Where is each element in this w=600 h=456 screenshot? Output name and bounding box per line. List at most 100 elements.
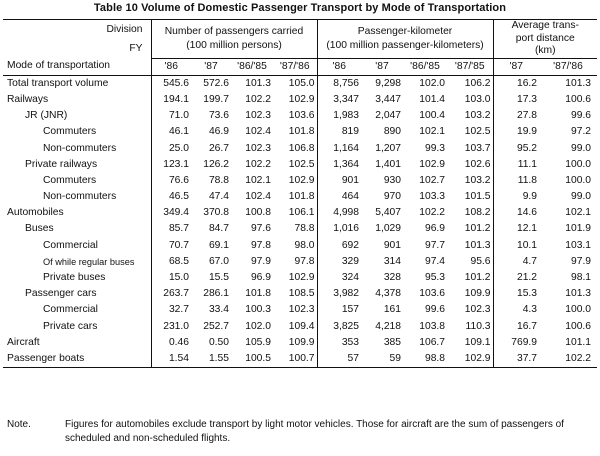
table-cell: 97.6 bbox=[250, 223, 271, 235]
col-header: '86 bbox=[151, 57, 191, 76]
table-cell: 101.1 bbox=[565, 336, 592, 348]
table-cell: 101.5 bbox=[447, 189, 494, 206]
table-cell: 3,825 bbox=[333, 320, 360, 332]
table-cell: 102.9 bbox=[273, 91, 318, 109]
table-row: JR (JNR) 71.0 73.6 102.3 103.6 1,983 2,047 100.… bbox=[3, 108, 597, 125]
table-cell: 1,207 bbox=[375, 142, 402, 154]
table-cell: 161 bbox=[383, 304, 402, 316]
table-cell: 1,401 bbox=[375, 158, 402, 170]
table-cell: 102.7 bbox=[419, 174, 446, 186]
table-row: Private buses 15.0 15.5 96.9 102.9 324 328 95.3… bbox=[3, 269, 597, 287]
col-header: '87 bbox=[191, 57, 231, 76]
table-cell: 96.9 bbox=[424, 223, 446, 235]
table-cell: 27.8 bbox=[516, 110, 538, 122]
table-cell: 99.0 bbox=[570, 191, 592, 203]
table-row: Automobiles 349.4 370.8 100.8 106.1 4,998 5,40… bbox=[3, 205, 597, 222]
table-cell: 102.1 bbox=[419, 126, 446, 138]
table-cell: 464 bbox=[341, 191, 360, 203]
table-cell: 692 bbox=[341, 239, 360, 251]
table-cell: 101.2 bbox=[447, 269, 494, 287]
table-cell: 99.6 bbox=[424, 304, 446, 316]
table-cell: 103.6 bbox=[419, 288, 446, 300]
col-header: '87/'85 bbox=[447, 57, 494, 76]
table-cell: 100.0 bbox=[565, 304, 592, 316]
table-row: Commuters 76.6 78.8 102.1 102.9 901 930 102.7 10… bbox=[3, 172, 597, 189]
table-cell: 329 bbox=[341, 255, 360, 267]
table-cell: 25.0 bbox=[168, 142, 189, 154]
table-cell: 101.4 bbox=[419, 93, 446, 105]
table-cell: 1,983 bbox=[333, 110, 360, 122]
table-row: Commuters 46.1 46.9 102.4 101.8 819 890 102.1 10… bbox=[3, 124, 597, 141]
row-label: Private cars bbox=[3, 318, 152, 335]
table-cell: 102.5 bbox=[273, 156, 318, 173]
group-passenger-km-header: Passenger-kilometer (100 million passeng… bbox=[317, 19, 494, 58]
table-cell: 901 bbox=[383, 239, 402, 251]
col-header: '87/'86 bbox=[539, 57, 598, 76]
table-cell: 0.50 bbox=[208, 336, 229, 348]
table-cell: 101.8 bbox=[245, 288, 271, 300]
table-cell: 16.2 bbox=[516, 77, 538, 89]
table-cell: 103.7 bbox=[447, 140, 494, 157]
table-row: Commercial 32.7 33.4 100.3 102.3 157 161 99.6 10… bbox=[3, 302, 597, 319]
table-cell: 95.6 bbox=[447, 253, 494, 270]
table-cell: 100.0 bbox=[565, 174, 592, 186]
table-cell: 100.5 bbox=[231, 350, 273, 369]
table-cell: 101.3 bbox=[447, 237, 494, 254]
table-cell: 21.2 bbox=[516, 272, 538, 284]
table-cell: 385 bbox=[383, 336, 402, 348]
table-cell: 4,998 bbox=[333, 207, 360, 219]
table-cell: 157 bbox=[341, 304, 360, 316]
table-cell: 33.4 bbox=[208, 304, 229, 316]
table-row: Total transport volume 545.6 572.6 101.3 105… bbox=[3, 75, 597, 92]
table-cell: 100.0 bbox=[565, 158, 592, 170]
table-cell: 1.54 bbox=[151, 350, 191, 369]
table-cell: 102.1 bbox=[245, 174, 271, 186]
table-cell: 26.7 bbox=[208, 142, 229, 154]
table-cell: 103.1 bbox=[565, 239, 592, 251]
division-label: Division bbox=[3, 19, 152, 40]
col-header: '86 bbox=[317, 57, 362, 76]
table-cell: 263.7 bbox=[163, 288, 189, 300]
table-body: Total transport volume 545.6 572.6 101.3 105… bbox=[3, 75, 598, 369]
col-header: '86/'85 bbox=[231, 57, 273, 76]
table-cell: 324 bbox=[341, 272, 360, 284]
table-cell: 78.8 bbox=[273, 221, 318, 238]
table-cell: 97.2 bbox=[570, 126, 592, 138]
col-header: '87 bbox=[493, 57, 540, 76]
table-cell: 353 bbox=[341, 336, 360, 348]
table-cell: 103.3 bbox=[419, 191, 446, 203]
table-cell: 930 bbox=[383, 174, 402, 186]
row-label: JR (JNR) bbox=[3, 108, 152, 125]
table-row: Non-commuters 46.5 47.4 102.4 101.8 464 970 103… bbox=[3, 189, 597, 206]
table-row: Of while regular buses 68.5 67.0 97.9 97.8 32… bbox=[3, 253, 597, 270]
table-cell: 37.7 bbox=[493, 350, 540, 369]
table-cell: 71.0 bbox=[168, 110, 189, 122]
table-cell: 100.6 bbox=[565, 320, 592, 332]
table-cell: 17.3 bbox=[516, 93, 538, 105]
table-cell: 4,378 bbox=[375, 288, 402, 300]
table-cell: 252.7 bbox=[203, 320, 229, 332]
table-row: Private railways 123.1 126.2 102.2 102.5 1,36… bbox=[3, 156, 597, 173]
table-cell: 98.8 bbox=[403, 350, 448, 369]
row-label: Commercial bbox=[3, 302, 152, 319]
table-cell: 4.3 bbox=[522, 304, 538, 316]
table-cell: 19.9 bbox=[516, 126, 538, 138]
table-cell: 76.6 bbox=[168, 174, 189, 186]
table-cell: 85.7 bbox=[168, 223, 189, 235]
table-cell: 5,407 bbox=[375, 207, 402, 219]
table-cell: 101.3 bbox=[565, 77, 592, 89]
table-cell: 106.7 bbox=[419, 336, 446, 348]
group-passengers-header: Number of passengers carried (100 millio… bbox=[151, 19, 318, 58]
table-cell: 95.3 bbox=[424, 272, 446, 284]
table-cell: 110.3 bbox=[447, 318, 494, 335]
table-cell: 231.0 bbox=[163, 320, 189, 332]
mode-label: Mode of transportation bbox=[3, 58, 152, 76]
table-cell: 109.9 bbox=[447, 286, 494, 303]
table-cell: 96.9 bbox=[250, 272, 271, 284]
row-label: Total transport volume bbox=[3, 75, 152, 92]
table-cell: 102.9 bbox=[447, 350, 494, 369]
table-cell: 101.2 bbox=[447, 221, 494, 238]
table-cell: 9,298 bbox=[375, 77, 402, 89]
table-cell: 106.1 bbox=[273, 205, 318, 222]
table-cell: 84.7 bbox=[208, 223, 229, 235]
